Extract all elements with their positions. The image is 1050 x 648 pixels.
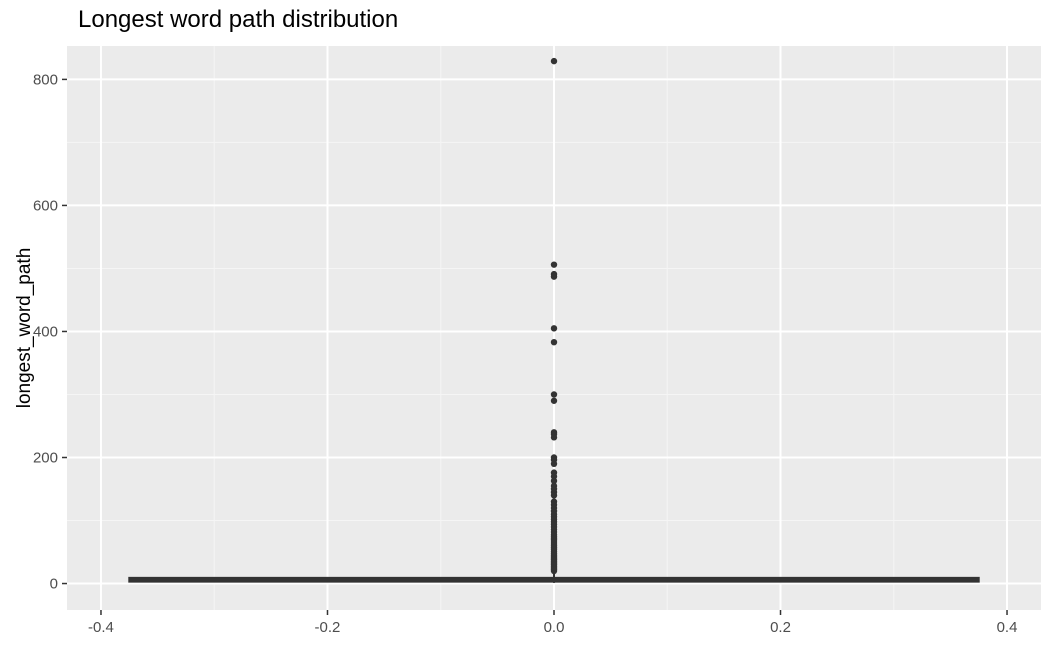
outlier-point [550,261,558,268]
outlier-point [550,477,558,485]
y-tick-label: 600 [33,197,58,214]
y-tick-label: 200 [33,449,58,466]
y-tick-label: 800 [33,71,58,88]
outlier-point [550,567,558,575]
y-axis-title: longest_word_path [14,248,35,409]
x-tick-label: 0.4 [997,619,1018,636]
y-tick-label: 400 [33,323,58,340]
x-tick-label: -0.4 [88,619,114,636]
axis-layer: -0.4 -0.2 0.0 0.2 0.4 0 200 400 600 800 [33,71,1017,636]
outlier-point [550,273,558,280]
x-tick-label: 0.0 [544,619,565,636]
outlier-point [550,325,558,332]
outlier-point [550,397,558,404]
x-tick-label: -0.2 [315,619,341,636]
x-tick-label: 0.2 [770,619,791,636]
outlier-point [550,434,558,441]
outlier-point [550,338,558,346]
outlier-point [550,473,558,480]
outlier-layer [550,57,558,575]
box-layer [128,572,980,583]
outlier-point [550,391,558,398]
outlier-point [550,460,558,468]
y-tick-label: 0 [50,576,58,593]
chart-title: Longest word path distribution [78,6,399,33]
outlier-point [550,57,558,65]
outlier-point [550,492,558,499]
